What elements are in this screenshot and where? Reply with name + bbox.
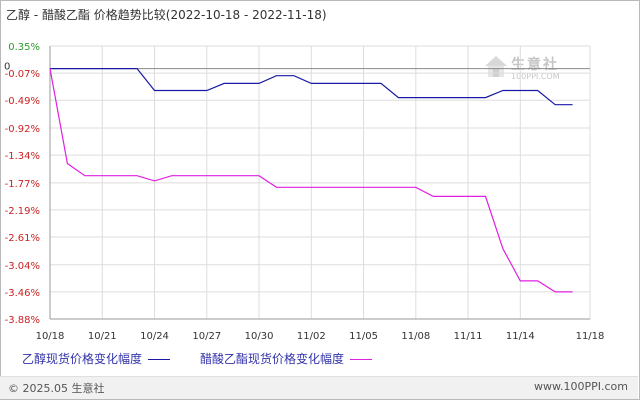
- legend-swatch-ethanol: [148, 359, 171, 360]
- x-tick-label: 11/11: [454, 331, 483, 342]
- y-tick-label: -2.19%: [5, 206, 40, 217]
- y-tick-label: -3.88%: [5, 315, 40, 326]
- y-tick-label: -1.34%: [5, 151, 40, 162]
- y-tick-label: 0.35%: [8, 42, 40, 53]
- y-tick-label: -0.49%: [5, 96, 40, 107]
- y-tick-label: -0.92%: [5, 124, 40, 135]
- site-link[interactable]: www.100PPI.com: [534, 380, 628, 393]
- y-tick-label: -0.07%: [5, 69, 40, 80]
- line-chart: 0.35% -0.07% -0.49% -0.92% -1.34% -1.77% -2.19…: [4, 42, 605, 342]
- x-tick-label: 10/18: [36, 331, 65, 342]
- y-tick-label: -3.04%: [5, 261, 40, 272]
- chart-title: 乙醇 - 醋酸乙酯 价格趋势比较(2022-10-18 - 2022-11-18…: [6, 8, 327, 22]
- series-line-ethanol: [50, 67, 573, 106]
- legend-item-ethanol: 乙醇现货价格变化幅度: [22, 350, 171, 367]
- x-tick-label: 10/30: [245, 331, 274, 342]
- footer: © 2025.05 生意社 www.100PPI.com: [0, 376, 638, 399]
- legend: 乙醇现货价格变化幅度 醋酸乙酯现货价格变化幅度: [0, 346, 640, 370]
- x-tick-label: 11/14: [506, 331, 535, 342]
- x-tick-label: 11/08: [401, 331, 430, 342]
- legend-label-ethanol: 乙醇现货价格变化幅度: [22, 352, 143, 366]
- legend-swatch-ethyl-acetate: [350, 359, 373, 360]
- zero-label: 0: [4, 62, 10, 73]
- legend-item-ethyl-acetate: 醋酸乙酯现货价格变化幅度: [200, 350, 373, 367]
- copyright-text: © 2025.05 生意社: [8, 382, 105, 395]
- x-tick-label: 11/18: [576, 331, 605, 342]
- x-tick-label: 10/24: [140, 331, 169, 342]
- legend-label-ethyl-acetate: 醋酸乙酯现货价格变化幅度: [200, 352, 345, 366]
- series-line-ethyl-acetate: [49, 68, 573, 293]
- x-tick-label: 10/27: [192, 331, 221, 342]
- y-tick-label: -1.77%: [5, 179, 40, 190]
- x-tick-label: 11/05: [349, 331, 378, 342]
- y-tick-label: -3.46%: [5, 288, 40, 299]
- x-tick-label: 10/21: [88, 331, 117, 342]
- y-tick-label: -2.61%: [5, 233, 40, 244]
- x-tick-label: 11/02: [297, 331, 326, 342]
- watermark-url: 100PPI.COM: [511, 72, 560, 81]
